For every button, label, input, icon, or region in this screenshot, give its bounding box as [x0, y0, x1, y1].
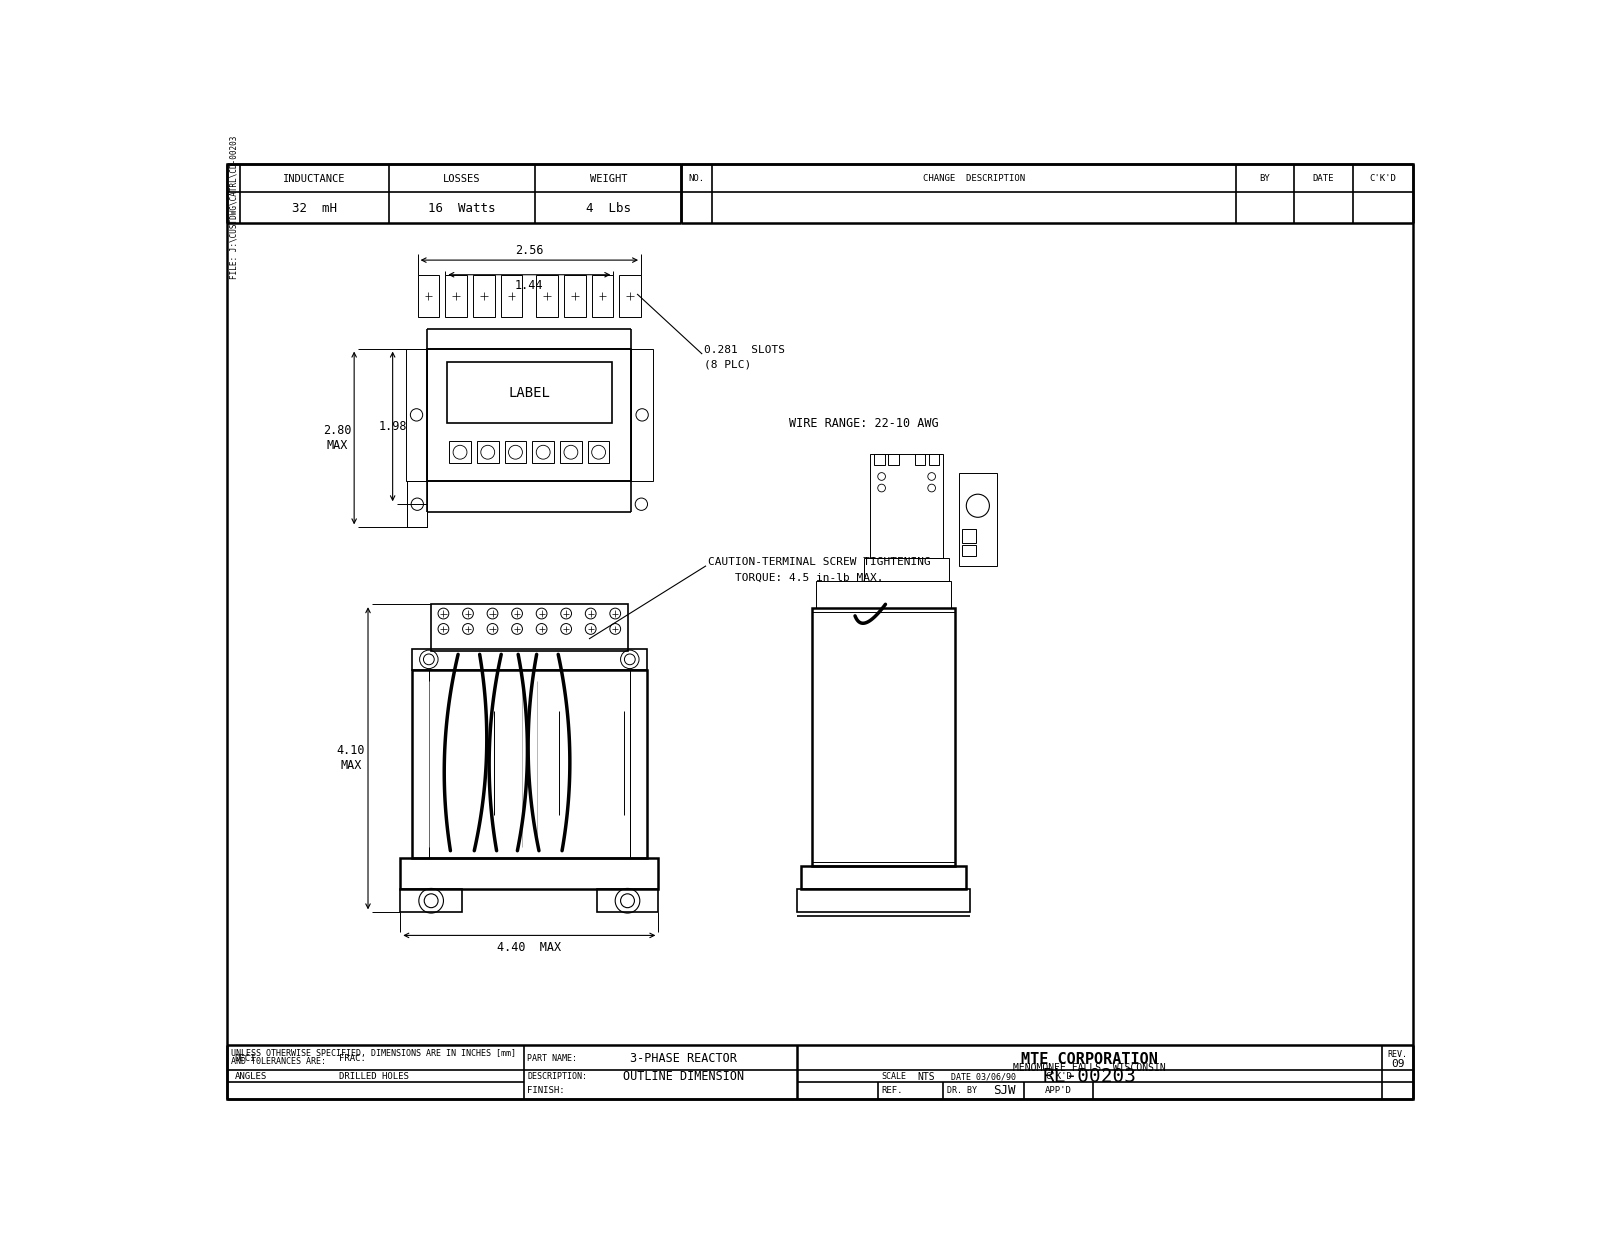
Bar	[619, 275, 642, 318]
Bar	[400, 859, 658, 889]
Text: 4.40  MAX: 4.40 MAX	[498, 941, 562, 954]
Text: WIRE RANGE: 22-10 AWG: WIRE RANGE: 22-10 AWG	[789, 416, 939, 430]
Text: C'K'D: C'K'D	[1045, 1072, 1072, 1081]
Bar	[563, 275, 586, 318]
Text: 4  Lbs: 4 Lbs	[586, 202, 630, 215]
Bar	[411, 649, 646, 670]
Text: SCALE: SCALE	[882, 1072, 907, 1081]
Text: FRAC.: FRAC.	[339, 1055, 366, 1064]
Text: REF.: REF.	[882, 1086, 902, 1095]
Text: AND TOLERANCES ARE:: AND TOLERANCES ARE:	[230, 1058, 326, 1066]
Text: ANGLES: ANGLES	[235, 1072, 267, 1081]
Bar	[408, 481, 427, 528]
Text: 32  mH: 32 mH	[291, 202, 338, 215]
Text: APP'D: APP'D	[1045, 1086, 1072, 1095]
Text: LOSSES: LOSSES	[443, 174, 480, 184]
Text: DATE: DATE	[1312, 174, 1334, 184]
Text: PART NAME:: PART NAME:	[528, 1054, 578, 1062]
Bar	[533, 441, 554, 462]
Text: CHANGE  DESCRIPTION: CHANGE DESCRIPTION	[923, 174, 1026, 184]
Bar	[411, 670, 429, 859]
Text: RL-00203: RL-00203	[1043, 1068, 1136, 1086]
Text: SJW: SJW	[994, 1085, 1016, 1098]
Bar	[400, 889, 462, 912]
Text: FINISH:: FINISH:	[528, 1086, 565, 1095]
Text: C'K'D: C'K'D	[1370, 174, 1397, 184]
Text: INDUCTANCE: INDUCTANCE	[283, 174, 346, 184]
Bar	[411, 670, 646, 859]
Text: MTE CORPORATION: MTE CORPORATION	[1021, 1052, 1158, 1068]
Text: BY: BY	[1259, 174, 1270, 184]
Text: CAUTION-TERMINAL SCREW TIGHTENING: CAUTION-TERMINAL SCREW TIGHTENING	[709, 558, 931, 568]
Bar	[870, 454, 944, 558]
Bar	[597, 889, 658, 912]
Bar	[445, 275, 467, 318]
Bar	[429, 670, 630, 859]
Text: DECI.: DECI.	[235, 1055, 262, 1064]
Bar	[928, 454, 939, 465]
Text: 0.281  SLOTS: 0.281 SLOTS	[704, 345, 786, 355]
Text: 16  Watts: 16 Watts	[429, 202, 496, 215]
Text: MENOMONEE FALLS, WISCONSIN: MENOMONEE FALLS, WISCONSIN	[1013, 1064, 1166, 1074]
Text: NO.: NO.	[688, 174, 706, 184]
Text: 2.80
MAX: 2.80 MAX	[323, 424, 352, 452]
Bar	[477, 441, 499, 462]
Text: 4.10
MAX: 4.10 MAX	[338, 744, 365, 772]
Bar	[450, 441, 470, 462]
Bar	[963, 545, 976, 556]
Bar	[418, 275, 440, 318]
Bar	[813, 609, 955, 866]
Bar	[406, 349, 427, 481]
Text: 1.44: 1.44	[515, 279, 544, 292]
Text: DATE 03/06/90: DATE 03/06/90	[950, 1072, 1016, 1081]
Bar	[630, 670, 646, 859]
Text: NTS: NTS	[918, 1071, 936, 1081]
Bar	[888, 454, 899, 465]
Bar	[874, 454, 885, 465]
Bar	[632, 349, 653, 481]
Bar	[408, 481, 427, 528]
Bar	[915, 454, 925, 465]
Text: DESCRIPTION:: DESCRIPTION:	[528, 1072, 587, 1081]
Text: 3-PHASE REACTOR: 3-PHASE REACTOR	[630, 1051, 736, 1065]
Text: LABEL: LABEL	[509, 385, 550, 400]
Text: 1.98: 1.98	[378, 420, 406, 432]
Bar	[797, 889, 970, 912]
Bar	[474, 275, 494, 318]
Bar	[592, 275, 613, 318]
Bar	[963, 529, 976, 542]
Bar	[587, 441, 610, 462]
Text: 09: 09	[1390, 1059, 1405, 1069]
Text: OUTLINE DIMENSION: OUTLINE DIMENSION	[622, 1070, 744, 1084]
Text: UNLESS OTHERWISE SPECIFIED, DIMENSIONS ARE IN INCHES [mm]: UNLESS OTHERWISE SPECIFIED, DIMENSIONS A…	[230, 1049, 515, 1059]
Text: WEIGHT: WEIGHT	[589, 174, 627, 184]
Text: DR. BY: DR. BY	[947, 1086, 978, 1095]
Text: TORQUE: 4.5 in-lb MAX.: TORQUE: 4.5 in-lb MAX.	[736, 572, 883, 582]
Bar	[560, 441, 582, 462]
Text: FILE: J:\CUSTDWG\CATRL\CD-00203: FILE: J:\CUSTDWG\CATRL\CD-00203	[229, 136, 238, 280]
Bar	[501, 275, 522, 318]
Bar	[864, 558, 949, 581]
Bar	[816, 581, 950, 609]
Text: DRILLED HOLES: DRILLED HOLES	[339, 1072, 408, 1081]
Bar	[504, 441, 526, 462]
Bar	[446, 361, 613, 424]
Text: (8 PLC): (8 PLC)	[704, 359, 752, 369]
Bar	[430, 604, 627, 650]
Text: 2.56: 2.56	[515, 244, 544, 258]
Bar	[800, 866, 966, 889]
Text: REV.: REV.	[1387, 1050, 1408, 1059]
Bar	[958, 474, 997, 566]
Bar	[427, 349, 632, 481]
Bar	[536, 275, 558, 318]
